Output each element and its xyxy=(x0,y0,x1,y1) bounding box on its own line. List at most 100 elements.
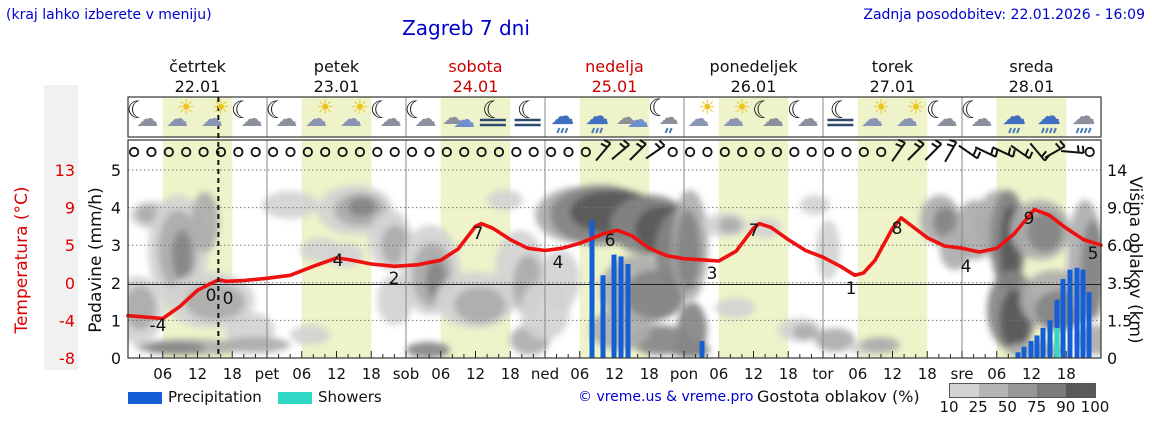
weather-icon-moon-cloud: ☾☁ xyxy=(370,96,402,132)
precip-bar xyxy=(625,264,631,358)
daylight-band xyxy=(857,140,928,358)
weather-icon-sun-cloud: ☀☁ xyxy=(201,95,230,132)
wind-calm-circle xyxy=(702,146,713,158)
svg-text:☾: ☾ xyxy=(482,96,504,124)
time-tick-label: 12 xyxy=(1022,365,1041,383)
wind-barb xyxy=(992,146,1016,158)
density-color-segment xyxy=(950,384,979,397)
wind-barb xyxy=(924,139,943,161)
wind-calm-circle xyxy=(337,146,348,158)
svg-text:☁: ☁ xyxy=(414,107,436,132)
density-color-segment xyxy=(1066,384,1095,397)
day-name: ponedeljek xyxy=(710,57,799,76)
precip-bar xyxy=(1034,335,1040,358)
temp-value-label: 6 xyxy=(605,231,616,251)
svg-text:☾: ☾ xyxy=(648,94,670,122)
wind-barb xyxy=(944,138,958,163)
svg-text:☾: ☾ xyxy=(926,96,948,124)
wind-calm-circle xyxy=(493,146,505,158)
weather-icon-sun-cloud: ☀☁ xyxy=(861,95,890,132)
precip-bar xyxy=(1015,352,1021,358)
weather-icon-sun-cloud: ☀☁ xyxy=(166,95,195,132)
cloud-density-colorbar xyxy=(949,383,1096,398)
svg-text:☾: ☾ xyxy=(787,96,809,124)
wind-calm-circle xyxy=(163,146,174,158)
svg-text:☁: ☁ xyxy=(201,107,223,132)
svg-text:☀: ☀ xyxy=(907,95,925,119)
precip-tick: 0 xyxy=(111,349,121,368)
svg-text:☾: ☾ xyxy=(266,96,288,124)
time-tick-label: 18 xyxy=(640,365,659,383)
wind-calm-circle xyxy=(580,146,591,158)
credit-link[interactable]: © vreme.us & vreme.pro xyxy=(578,389,754,405)
temperature-curve xyxy=(126,207,1103,321)
density-tick-label: 10 xyxy=(939,398,959,416)
wind-calm-circle xyxy=(789,146,800,158)
svg-text:☁: ☁ xyxy=(550,102,574,130)
density-color-segment xyxy=(979,384,1008,397)
wind-calm-circle xyxy=(424,146,435,158)
svg-text:☾: ☾ xyxy=(405,96,427,124)
wind-calm-circle xyxy=(1084,146,1095,158)
weather-icon-cloud-rain: ☁ xyxy=(1072,102,1096,134)
wind-calm-circle xyxy=(406,146,418,158)
time-tick-label: 06 xyxy=(987,365,1006,383)
wind-calm-circle xyxy=(528,146,539,158)
weather-icon-moon-fog: ☾ xyxy=(514,96,541,127)
svg-text:☀: ☀ xyxy=(177,95,195,119)
weather-icon-moon-drizzle: ☾☁ xyxy=(648,94,679,134)
temp-value-label: -4 xyxy=(150,316,167,336)
wind-calm-circle xyxy=(146,146,157,158)
day-date: 23.01 xyxy=(314,77,360,96)
wind-barb xyxy=(891,138,906,162)
svg-text:☀: ☀ xyxy=(872,95,890,119)
time-tick-label: 12 xyxy=(327,365,346,383)
svg-text:☁: ☁ xyxy=(305,107,327,132)
wind-barb xyxy=(1060,145,1085,154)
precip-bar xyxy=(589,220,595,358)
temp-tick: 13 xyxy=(55,161,75,180)
precip-bar xyxy=(1067,269,1073,358)
density-color-segment xyxy=(1037,384,1066,397)
svg-text:☁: ☁ xyxy=(659,105,679,129)
temp-value-label: 8 xyxy=(892,219,903,239)
svg-text:☀: ☀ xyxy=(351,95,369,119)
svg-text:☀: ☀ xyxy=(698,95,716,119)
precip-bar xyxy=(1021,346,1027,358)
precip-bar xyxy=(1028,341,1034,358)
temp-tick: 0 xyxy=(65,274,75,293)
svg-text:☁: ☁ xyxy=(166,107,188,132)
time-tick-label: 12 xyxy=(605,365,624,383)
svg-text:☾: ☾ xyxy=(517,96,539,124)
temp-value-label: 4 xyxy=(553,253,564,273)
cloud-height-tick: 1.5 xyxy=(1107,311,1132,330)
svg-text:☁: ☁ xyxy=(241,107,263,132)
icon-strip-frame xyxy=(127,96,1102,138)
time-tick-label: 18 xyxy=(779,365,798,383)
wind-calm-circle xyxy=(563,146,574,158)
weather-icon-rain: ☁ xyxy=(550,102,574,134)
daylight-band xyxy=(857,97,928,137)
cloud-density-label: Gostota oblakov (%) xyxy=(757,387,920,406)
precip-tick: 3 xyxy=(111,236,121,255)
precip-bar xyxy=(1040,327,1046,358)
wind-calm-circle xyxy=(441,146,452,158)
page-title: Zagreb 7 dni xyxy=(402,16,530,40)
location-note: (kraj lahko izberete v meniju) xyxy=(6,7,212,23)
left-margin-band xyxy=(44,85,78,370)
precip-bar xyxy=(611,254,617,358)
weather-icon-moon-cloud: ☾☁ xyxy=(787,96,819,132)
time-tick-label: 18 xyxy=(501,365,520,383)
wind-calm-circle xyxy=(198,146,209,158)
wind-calm-circle xyxy=(389,146,400,158)
wind-calm-circle xyxy=(545,146,557,158)
weather-icon-moon-fog: ☾ xyxy=(827,96,854,127)
wind-calm-circle xyxy=(876,146,887,158)
day-abbr-label: pet xyxy=(255,365,280,383)
svg-text:☾: ☾ xyxy=(127,96,149,124)
time-tick-label: 12 xyxy=(883,365,902,383)
plot-frame xyxy=(127,139,1102,359)
temp-value-label: 7 xyxy=(749,221,760,241)
day-name: sreda xyxy=(1009,57,1053,76)
